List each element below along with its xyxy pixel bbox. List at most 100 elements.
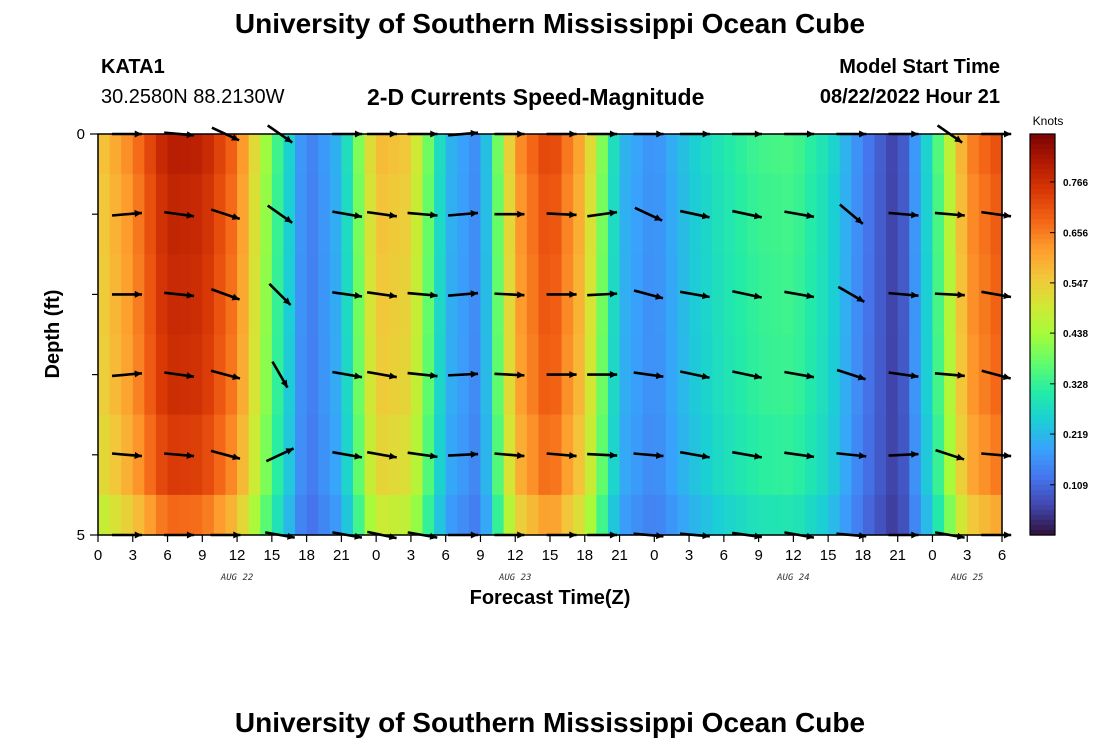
heatmap-cell xyxy=(329,334,342,416)
heatmap-cell xyxy=(213,134,227,175)
heatmap-cell xyxy=(944,494,957,536)
colorbar-segment xyxy=(1030,374,1055,381)
heatmap-cell xyxy=(526,134,540,175)
heatmap-cell xyxy=(712,414,725,496)
colorbar-segment xyxy=(1030,244,1055,250)
heatmap-cell xyxy=(295,494,308,536)
heatmap-cell xyxy=(758,254,771,336)
heatmap-cell xyxy=(573,254,586,336)
heatmap-cell xyxy=(619,134,632,175)
colorbar-segment xyxy=(1030,429,1055,436)
heatmap-cell xyxy=(480,414,493,496)
heatmap-cell xyxy=(723,334,737,416)
x-tick-label: 21 xyxy=(333,547,350,564)
heatmap-cell xyxy=(260,134,273,175)
heatmap-cell xyxy=(526,414,540,496)
heatmap-cell xyxy=(839,134,852,175)
x-tick-label: 3 xyxy=(129,547,137,564)
heatmap-cell xyxy=(793,494,806,536)
heatmap-cell xyxy=(990,134,1003,175)
heatmap-cell xyxy=(804,494,818,536)
colorbar-segment xyxy=(1030,284,1055,290)
heatmap-cell xyxy=(851,494,864,536)
heatmap-cell xyxy=(434,174,447,255)
heatmap-cell xyxy=(723,174,737,255)
heatmap-cell xyxy=(631,334,644,416)
colorbar-segment xyxy=(1030,349,1055,356)
current-vector xyxy=(407,371,438,379)
current-vector xyxy=(407,291,438,299)
colorbar-segment xyxy=(1030,189,1055,195)
heatmap-cell xyxy=(747,134,760,175)
heatmap-cell xyxy=(155,414,169,496)
colorbar-tick-label: 0.656 xyxy=(1063,229,1088,240)
heatmap-cell xyxy=(352,334,366,416)
heatmap-cell xyxy=(700,254,713,336)
heatmap-cell xyxy=(364,494,377,536)
current-vector xyxy=(888,291,919,299)
heatmap-cell xyxy=(642,494,655,536)
current-vector xyxy=(633,452,664,459)
heatmap-cell xyxy=(654,494,667,536)
heatmap-cell xyxy=(237,174,250,255)
current-vector xyxy=(407,211,438,219)
heatmap-cell xyxy=(271,174,285,255)
x-tick-label: 6 xyxy=(720,547,728,564)
heatmap-cell xyxy=(735,494,748,536)
heatmap-cell xyxy=(329,174,342,255)
current-vector xyxy=(448,370,479,378)
heatmap-cell xyxy=(434,334,447,416)
heatmap-cell xyxy=(920,134,934,175)
colorbar-segment xyxy=(1030,334,1055,341)
heatmap-cell xyxy=(631,494,644,536)
current-vector xyxy=(679,209,710,220)
colorbar-segment xyxy=(1030,514,1055,521)
current-vector xyxy=(366,450,397,460)
heatmap-cell xyxy=(248,494,261,536)
colorbar-segment xyxy=(1030,249,1055,255)
heatmap-cell xyxy=(538,414,551,496)
heatmap-cell xyxy=(155,254,169,336)
heatmap-cell xyxy=(723,254,737,336)
heatmap-cell xyxy=(387,134,400,175)
heatmap-cell xyxy=(225,134,238,175)
heatmap-cell xyxy=(202,174,215,255)
colorbar-segment xyxy=(1030,149,1055,155)
heatmap-cell xyxy=(700,174,713,255)
current-vector xyxy=(981,452,1012,459)
colorbar-segment xyxy=(1030,289,1055,295)
heatmap-cell xyxy=(144,174,157,255)
heatmap-cell xyxy=(318,254,331,336)
x-tick-label: 6 xyxy=(163,547,171,564)
heatmap-cell xyxy=(723,414,737,496)
heatmap-cell xyxy=(503,134,516,175)
heatmap-cell xyxy=(144,334,157,416)
current-vector xyxy=(732,370,762,380)
heatmap-cell xyxy=(306,174,319,255)
heatmap-cell xyxy=(387,334,400,416)
heatmap-cell xyxy=(468,494,482,536)
heatmap-cell xyxy=(167,134,180,175)
heatmap-cell xyxy=(202,334,215,416)
heatmap-cell xyxy=(677,134,690,175)
heatmap-cell xyxy=(155,334,169,416)
current-vector xyxy=(784,290,815,300)
heatmap-cell xyxy=(155,134,169,175)
x-tick-label: 15 xyxy=(820,547,837,564)
heatmap-cell xyxy=(932,414,945,496)
colorbar-segment xyxy=(1030,419,1055,426)
heatmap-cell xyxy=(295,134,308,175)
colorbar-segment xyxy=(1030,209,1055,215)
colorbar-segment xyxy=(1030,164,1055,170)
heatmap-cell xyxy=(712,174,725,255)
heatmap-cell xyxy=(329,414,342,496)
heatmap-cell xyxy=(237,414,250,496)
heatmap-cell xyxy=(781,414,794,496)
current-vector xyxy=(981,290,1012,300)
y-tick-label: 5 xyxy=(77,527,85,544)
heatmap-cell xyxy=(909,134,922,175)
colorbar-segment xyxy=(1030,314,1055,321)
heatmap-cell xyxy=(897,494,910,536)
heatmap-cell xyxy=(155,174,169,255)
heatmap-cell xyxy=(770,254,783,336)
